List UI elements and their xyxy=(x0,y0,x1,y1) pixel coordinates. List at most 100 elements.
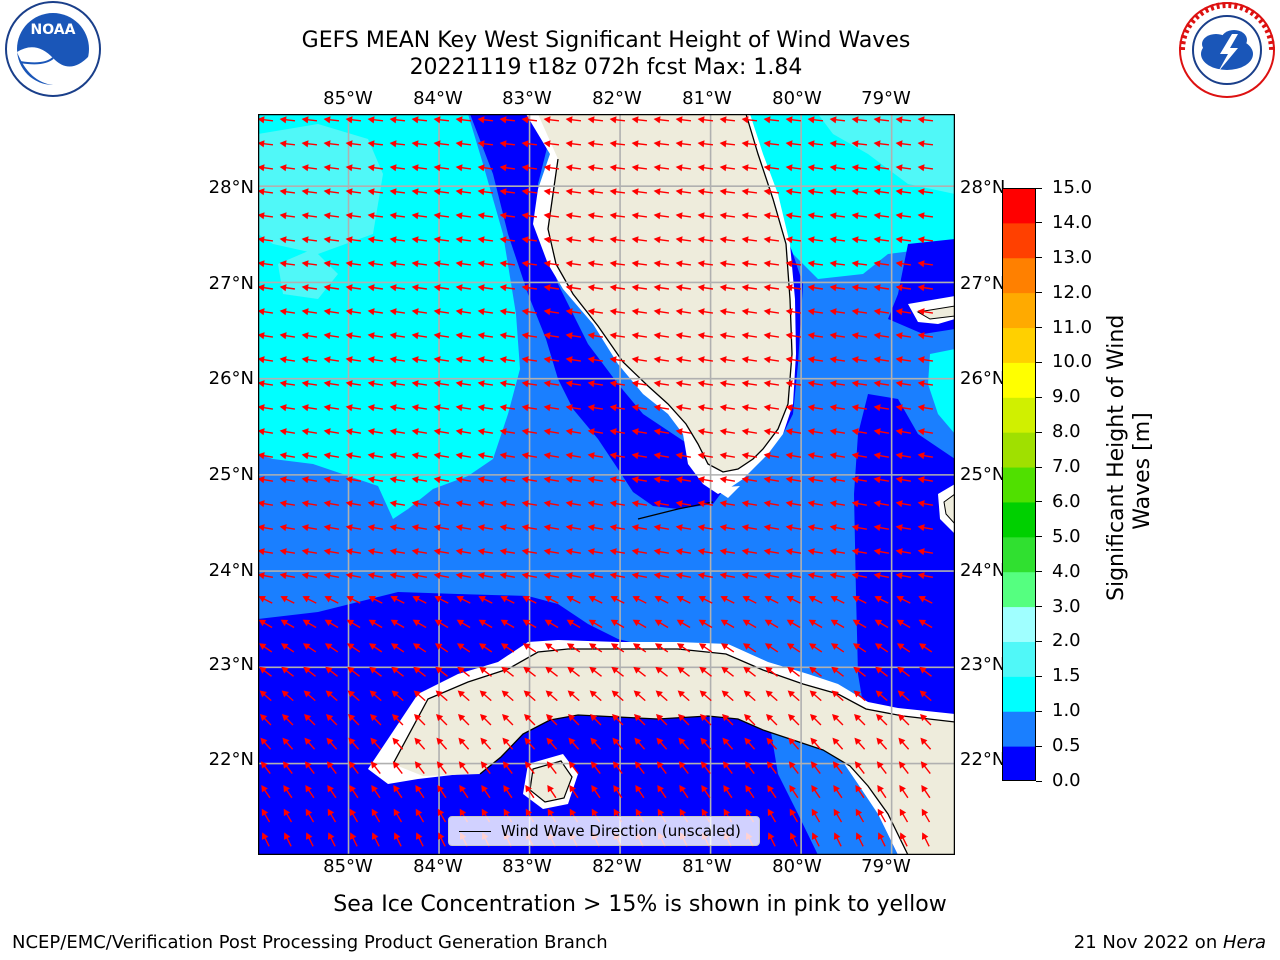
wave-arrow-head xyxy=(301,284,309,292)
wave-arrow-head xyxy=(455,308,463,316)
wave-arrow-head xyxy=(587,188,595,196)
wave-arrow-head xyxy=(500,643,509,650)
map-frame xyxy=(257,113,956,856)
wave-arrow-head xyxy=(653,380,661,388)
map-gridlines xyxy=(258,114,955,855)
colorbar-swatch xyxy=(1002,327,1036,363)
wave-arrow-head xyxy=(279,356,287,364)
wind-wave-arrows xyxy=(258,116,934,847)
wave-arrow-head xyxy=(543,548,551,556)
wave-arrow-head xyxy=(719,164,727,172)
wave-arrow-head xyxy=(280,643,289,650)
wave-arrow-head xyxy=(851,524,859,532)
colorbar-tick-label: 12.0 xyxy=(1052,281,1093,303)
wave-arrow-head xyxy=(477,284,485,292)
wave-arrow-head xyxy=(477,380,485,388)
wave-arrow-head xyxy=(477,140,485,148)
wave-arrow-head xyxy=(895,332,903,340)
wave-arrow-head xyxy=(917,380,925,388)
wave-arrow-head xyxy=(565,212,573,220)
wave-arrow-head xyxy=(678,737,686,745)
wave-arrow-head xyxy=(547,784,554,793)
wave-arrow-head xyxy=(279,476,287,484)
wave-arrow-head xyxy=(258,404,265,412)
wave-arrow-head xyxy=(521,188,529,196)
wave-arrow-head xyxy=(587,140,595,148)
wave-arrow-head xyxy=(853,666,861,674)
wave-arrow-head xyxy=(829,212,837,220)
wave-arrow-head xyxy=(873,116,881,124)
wave-arrow-head xyxy=(391,690,399,698)
wave-arrow-head xyxy=(258,452,265,460)
wave-arrow-head xyxy=(829,284,837,292)
wave-arrow-head xyxy=(412,595,420,603)
wave-arrow-head xyxy=(632,619,641,627)
wave-arrow-head xyxy=(917,404,925,412)
wave-arrow-head xyxy=(370,714,378,722)
wave-arrow-head xyxy=(499,356,507,364)
wave-arrow-head xyxy=(699,690,707,698)
wave-arrow-head xyxy=(565,308,573,316)
wave-arrow-head xyxy=(829,476,837,484)
wave-arrow-head xyxy=(325,690,333,698)
wave-arrow-head xyxy=(301,140,309,148)
wave-arrow-head xyxy=(675,332,683,340)
wave-arrow-head xyxy=(612,761,620,769)
wave-arrow-head xyxy=(369,666,377,674)
colorbar-tick-label: 1.5 xyxy=(1052,665,1081,687)
wave-arrow-head xyxy=(348,761,356,769)
wave-arrow-head xyxy=(437,808,445,817)
wave-arrow-head xyxy=(521,212,529,220)
wave-arrow-head xyxy=(697,572,705,580)
wave-arrow-head xyxy=(261,832,269,840)
wave-arrow-head xyxy=(521,164,529,172)
wave-arrow-head xyxy=(807,164,815,172)
wave-arrow-head xyxy=(367,212,375,220)
wave-arrow-head xyxy=(414,737,422,745)
wave-arrow-head xyxy=(741,356,749,364)
wave-arrow-head xyxy=(763,164,771,172)
wave-arrow-head xyxy=(590,714,598,722)
wave-arrow-head xyxy=(501,690,509,698)
wave-arrow-head xyxy=(851,380,859,388)
wave-arrow-head xyxy=(807,188,815,196)
wave-arrow-head xyxy=(258,595,266,603)
wave-arrow-head xyxy=(304,714,312,722)
wave-arrow-head xyxy=(503,784,510,793)
wave-arrow-head xyxy=(521,116,529,124)
colorbar-swatch xyxy=(1002,536,1036,573)
wave-arrow-head xyxy=(609,548,617,556)
wave-arrow-head xyxy=(389,476,397,484)
wave-arrow-head xyxy=(436,714,444,722)
wave-arrow-head xyxy=(609,164,617,172)
wave-arrow-head xyxy=(609,572,617,580)
wave-arrow-head xyxy=(477,572,485,580)
wave-arrow-head xyxy=(741,116,749,124)
wave-arrow-head xyxy=(458,761,466,769)
wave-arrow-head xyxy=(324,619,333,627)
colorbar-tick-mark xyxy=(1036,361,1042,363)
wave-band-0-0-5-shelf xyxy=(470,114,728,509)
wave-arrow-head xyxy=(389,356,397,364)
wave-arrow-head xyxy=(741,380,749,388)
wave-arrow-head xyxy=(807,260,815,268)
wave-arrow-head xyxy=(433,500,441,508)
lat-tick-left-26n: 26°N xyxy=(208,368,254,389)
wave-arrow-head xyxy=(587,476,595,484)
wave-arrow-head xyxy=(697,428,705,436)
wave-arrow-head xyxy=(587,260,595,268)
wave-arrow-head xyxy=(301,116,309,124)
wave-arrow-head xyxy=(433,212,441,220)
wave-arrow-head xyxy=(899,808,907,817)
wave-arrow-head xyxy=(434,595,442,603)
wave-arrow-head xyxy=(785,572,793,580)
wave-arrow-head xyxy=(719,548,727,556)
wave-arrow-head xyxy=(345,188,353,196)
wave-arrow-head xyxy=(677,666,685,674)
wave-arrow-head xyxy=(389,332,397,340)
wave-arrow-head xyxy=(477,332,485,340)
wave-arrow-head xyxy=(921,832,929,840)
lon-tick-top-85w: 85°W xyxy=(323,88,373,109)
wave-arrow-head xyxy=(612,714,620,722)
wave-arrow-head xyxy=(656,761,664,769)
